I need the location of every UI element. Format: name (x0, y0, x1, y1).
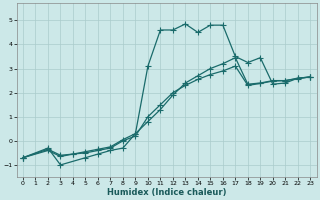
X-axis label: Humidex (Indice chaleur): Humidex (Indice chaleur) (107, 188, 226, 197)
